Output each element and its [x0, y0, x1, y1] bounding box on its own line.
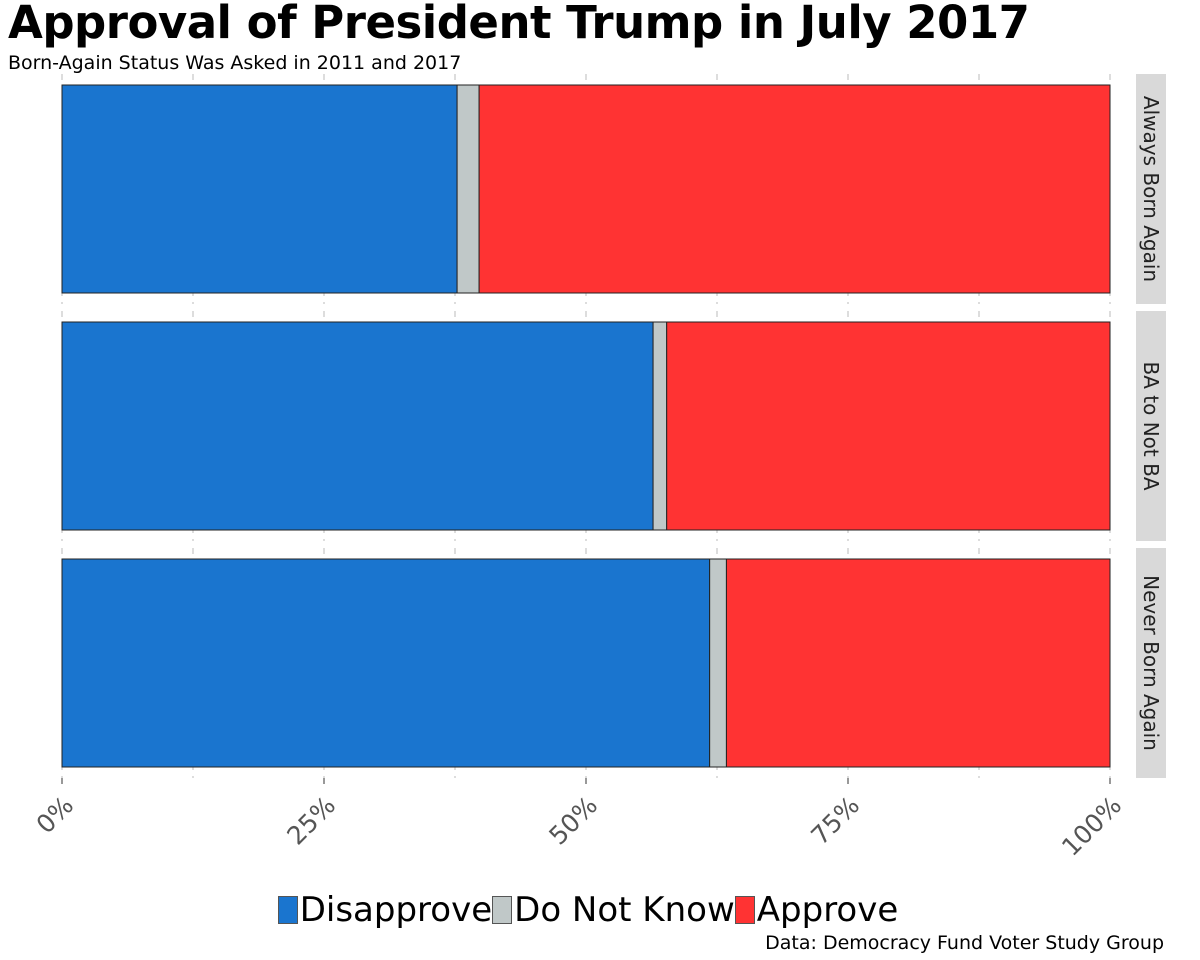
facet-label-always-born-again: Always Born Again: [1139, 96, 1163, 282]
x-tick-label: 100%: [1056, 791, 1127, 862]
legend: Disapprove Do Not Know Approve: [0, 890, 1176, 930]
x-tick-label: 75%: [805, 791, 865, 851]
legend-label-approve: Approve: [756, 890, 899, 930]
bar-never-born-again-do-not-know: [709, 558, 727, 768]
bar-always-born-again-do-not-know: [456, 84, 480, 294]
facet-strip-always-born-again: [1136, 74, 1166, 304]
legend-swatch-approve: [734, 896, 755, 924]
legend-item-disapprove: Disapprove: [277, 890, 493, 930]
chart-title: Approval of President Trump in July 2017: [8, 0, 1030, 49]
chart-subtitle: Born-Again Status Was Asked in 2011 and …: [8, 52, 462, 74]
facet-label-never-born-again: Never Born Again: [1139, 575, 1163, 751]
facet-strip-ba-to-not-ba: [1136, 311, 1166, 541]
legend-swatch-do-not-know: [492, 896, 513, 924]
bar-never-born-again-disapprove: [61, 558, 711, 768]
legend-swatch-disapprove: [277, 896, 298, 924]
bar-always-born-again-disapprove: [61, 84, 458, 294]
bar-always-born-again-approve: [478, 84, 1111, 294]
x-tick-label: 25%: [281, 791, 341, 851]
bar-ba-to-not-ba-disapprove: [61, 321, 654, 531]
legend-label-do-not-know: Do Not Know: [514, 890, 735, 930]
facet-strip-never-born-again: [1136, 548, 1166, 778]
legend-item-approve: Approve: [734, 890, 899, 930]
legend-item-do-not-know: Do Not Know: [492, 890, 735, 930]
bar-ba-to-not-ba-approve: [666, 321, 1111, 531]
facet-label-ba-to-not-ba: BA to Not BA: [1139, 362, 1163, 491]
source-note: Data: Democracy Fund Voter Study Group: [765, 932, 1164, 954]
chart-plot: Always Born Again BA to Not BA Never Born …: [31, 74, 1166, 862]
bar-ba-to-not-ba-do-not-know: [652, 321, 668, 531]
x-tick-label: 0%: [31, 791, 80, 840]
legend-label-disapprove: Disapprove: [299, 890, 493, 930]
bar-never-born-again-approve: [725, 558, 1111, 768]
x-tick-label: 50%: [543, 791, 603, 851]
